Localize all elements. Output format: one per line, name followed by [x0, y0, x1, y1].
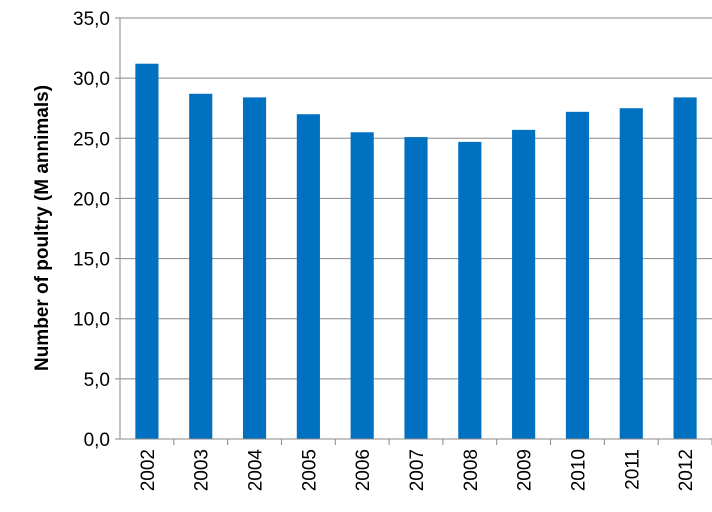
x-tick-label: 2010: [568, 449, 589, 491]
bar-2009: [512, 129, 536, 439]
x-tick-label: 2009: [515, 449, 536, 491]
x-tick-label: 2011: [622, 449, 643, 490]
bar-2002: [135, 63, 159, 440]
x-tick-label: 2006: [353, 449, 374, 491]
bar-2008: [458, 141, 482, 439]
bar-2005: [296, 114, 320, 439]
bar-2011: [619, 108, 643, 439]
y-tick-label: 10,0: [73, 310, 110, 331]
y-tick-label: 25,0: [73, 129, 110, 150]
y-tick-label: 20,0: [73, 189, 110, 210]
y-axis-title: Number of poultry (M annimals): [32, 85, 53, 371]
bar-2007: [404, 137, 428, 439]
y-tick-label: 30,0: [73, 69, 110, 90]
y-tick-label: 35,0: [73, 9, 110, 30]
bar-2004: [242, 97, 267, 439]
bar-2003: [189, 93, 213, 439]
x-tick-label: 2004: [246, 449, 267, 492]
bar-2010: [565, 111, 590, 439]
x-tick-label: 2007: [407, 449, 428, 491]
x-tick-label: 2008: [461, 449, 482, 491]
x-tick-label: 2005: [299, 449, 320, 491]
axes: [115, 17, 712, 445]
y-tick-label: 0,0: [84, 430, 110, 451]
x-tick-labels: 2002 2003 2004 2005 2006 2007 2008 2009 2010 2011…: [138, 449, 697, 492]
bars: [135, 63, 697, 440]
x-tick-label: 2012: [676, 449, 697, 491]
bar-2012: [673, 97, 697, 439]
y-tick-labels: 0,0 5,0 10,0 15,0 20,0 25,0 30,0 35,0: [73, 9, 110, 451]
x-tick-label: 2003: [192, 449, 213, 491]
y-tick-label: 15,0: [73, 250, 110, 271]
x-tick-label: 2002: [138, 449, 159, 491]
bar-2006: [350, 132, 374, 439]
y-tick-label: 5,0: [84, 370, 110, 391]
